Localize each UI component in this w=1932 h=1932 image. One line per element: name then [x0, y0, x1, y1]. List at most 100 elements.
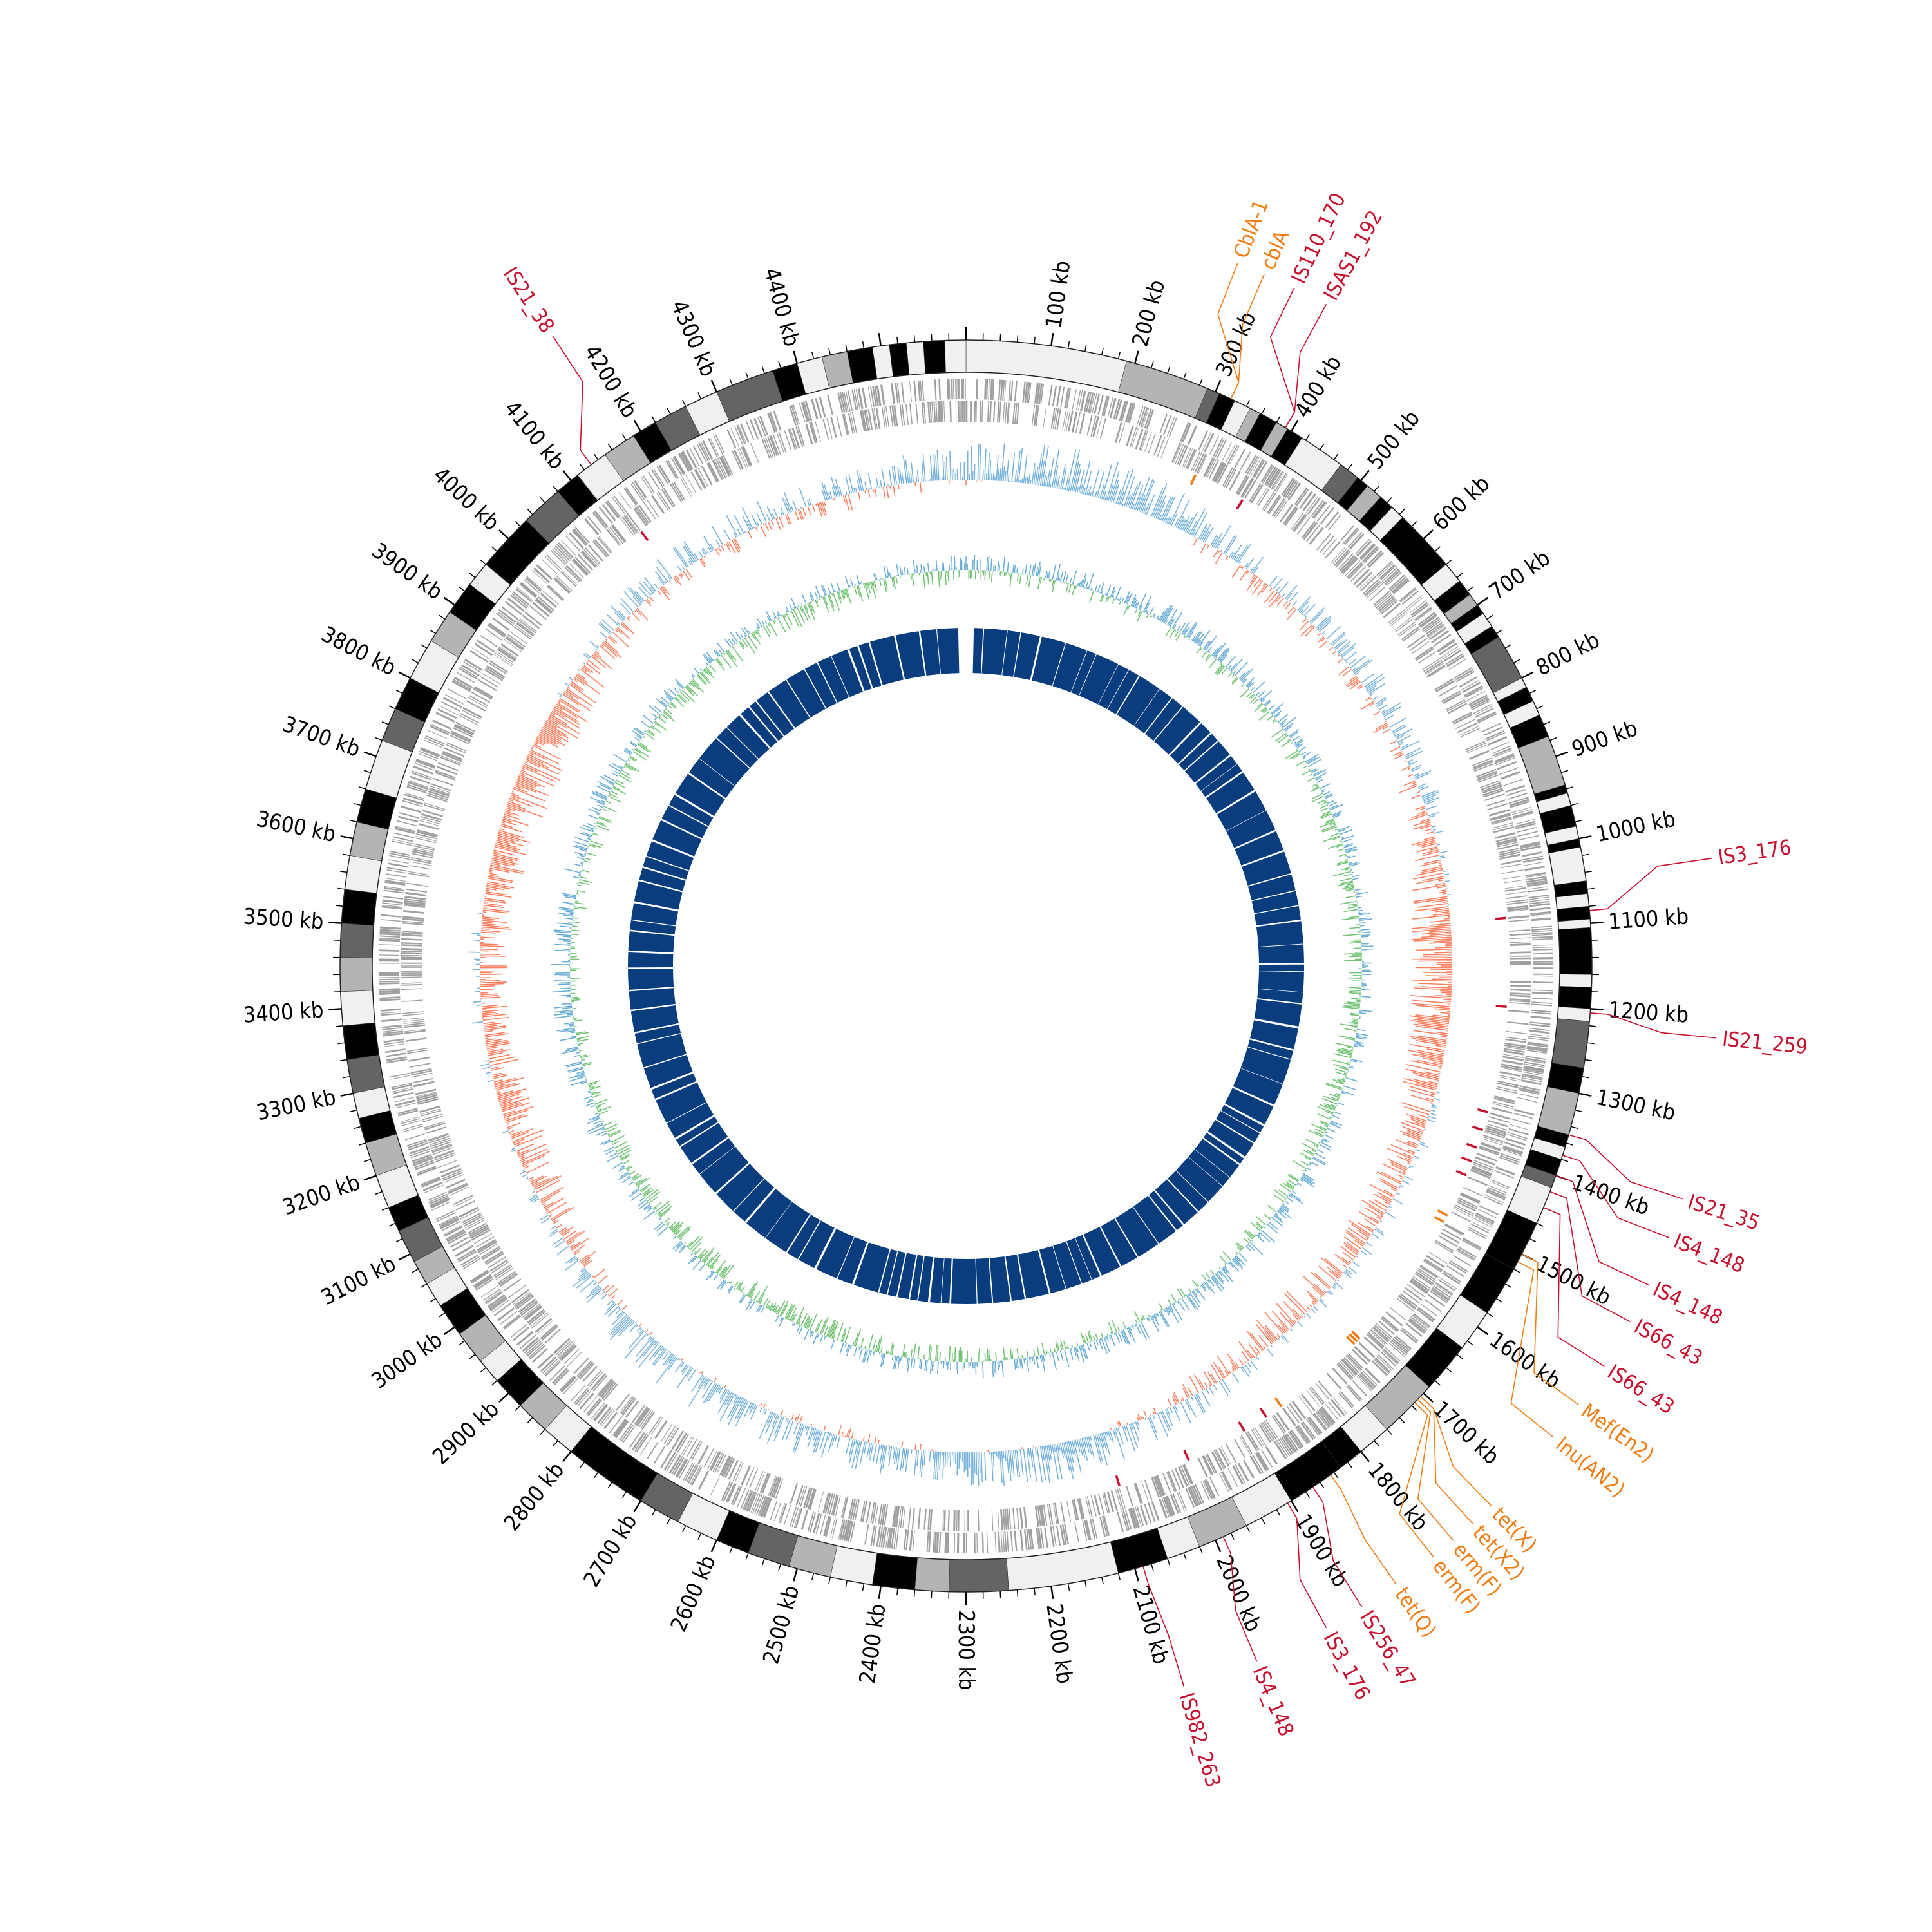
inner-ring-block: [628, 628, 1305, 1304]
tick-label: 2800 kb: [499, 1457, 570, 1536]
cds-forward-strand: [379, 379, 1553, 1553]
minor-tick: [1584, 871, 1593, 873]
minor-tick: [667, 408, 671, 415]
is-element-position-mark: [1461, 1156, 1473, 1163]
minor-tick: [1549, 737, 1557, 741]
minor-tick: [1034, 1588, 1036, 1596]
tick-label: 2700 kb: [579, 1510, 643, 1591]
resistance-gene-position-mark: [1434, 1215, 1445, 1224]
resistance-gene-leader-line: [1399, 1402, 1434, 1558]
minor-tick: [651, 416, 656, 423]
contig-segment: [1559, 974, 1593, 988]
is-element-leader-line: [1142, 1566, 1185, 1688]
major-tick: [878, 333, 882, 346]
minor-tick: [1529, 690, 1537, 694]
major-tick: [340, 835, 354, 840]
minor-tick: [999, 334, 1001, 341]
minor-tick: [697, 1533, 702, 1540]
minor-tick: [729, 1546, 733, 1554]
minor-tick: [593, 453, 599, 460]
major-tick: [1590, 922, 1604, 924]
minor-tick: [1374, 486, 1379, 492]
minor-tick: [1529, 1238, 1537, 1242]
tick-label: 3200 kb: [279, 1170, 364, 1220]
tick-label: 3800 kb: [317, 621, 400, 681]
is-element-label: IS3_176: [1716, 835, 1793, 869]
minor-tick: [1117, 352, 1121, 359]
minor-tick: [354, 803, 361, 806]
minor-tick: [1446, 1367, 1452, 1373]
minor-tick: [439, 614, 446, 620]
is-element-position-mark: [1259, 1407, 1268, 1418]
resistance-gene-leader-line: [1330, 1474, 1397, 1585]
gc-skew-positive-bars: [468, 443, 1452, 1486]
major-tick: [498, 529, 509, 540]
major-tick: [1477, 1326, 1489, 1336]
minor-tick: [540, 1428, 545, 1435]
minor-tick: [828, 1577, 831, 1584]
gc-content-high-bars: [551, 554, 1374, 1378]
minor-tick: [1589, 1025, 1596, 1027]
major-tick: [1134, 1568, 1139, 1582]
major-tick: [633, 419, 642, 432]
tick-label: 400 kb: [1289, 351, 1347, 422]
major-tick: [793, 350, 798, 364]
minor-tick: [828, 348, 831, 355]
minor-tick: [515, 521, 521, 527]
minor-tick: [540, 497, 545, 504]
minor-tick: [1571, 803, 1578, 806]
minor-tick: [1101, 348, 1104, 355]
minor-tick: [729, 378, 733, 386]
minor-tick: [1584, 1059, 1593, 1061]
tick-label: 1200 kb: [1607, 997, 1689, 1028]
contig-segment: [1537, 1086, 1580, 1135]
minor-tick: [1084, 1580, 1087, 1588]
minor-tick: [845, 1580, 848, 1588]
minor-tick: [862, 341, 865, 349]
is-element-position-mark: [1477, 1108, 1489, 1113]
minor-tick: [459, 1340, 465, 1346]
minor-tick: [580, 1462, 585, 1468]
minor-tick: [1566, 786, 1574, 790]
minor-tick: [931, 334, 933, 341]
minor-tick: [1575, 1109, 1582, 1112]
minor-tick: [429, 1298, 436, 1303]
major-tick: [1050, 1586, 1054, 1599]
contig-segment: [343, 1022, 379, 1060]
minor-tick: [1333, 453, 1339, 460]
minor-tick: [1582, 1075, 1589, 1079]
minor-tick: [337, 887, 345, 890]
major-tick: [340, 1092, 354, 1097]
resistance-gene-position-mark: [1274, 1397, 1283, 1408]
minor-tick: [1456, 573, 1463, 578]
feature-marks: [640, 474, 1507, 1487]
major-tick: [1477, 596, 1489, 606]
is-element-position-mark: [1238, 1421, 1246, 1432]
minor-tick: [1305, 1491, 1311, 1499]
resistance-gene-leader-line: [1510, 1261, 1555, 1438]
minor-tick: [381, 721, 389, 725]
is-element-label: IS66_43: [1604, 1359, 1679, 1419]
minor-tick: [862, 1583, 865, 1591]
minor-tick: [1504, 644, 1512, 649]
tick-label: 4000 kb: [428, 462, 504, 536]
major-tick: [633, 1500, 642, 1513]
minor-tick: [515, 1405, 521, 1411]
minor-tick: [1276, 1509, 1281, 1516]
minor-tick: [491, 546, 498, 552]
minor-tick: [1084, 344, 1087, 352]
is-element-label: IS4_148: [1671, 1229, 1748, 1278]
minor-tick: [1067, 1583, 1070, 1591]
minor-tick: [375, 1191, 383, 1195]
minor-tick: [381, 1207, 389, 1211]
major-tick: [562, 1451, 572, 1463]
contig-segment: [872, 1553, 918, 1591]
tick-label: 2400 kb: [855, 1602, 891, 1685]
minor-tick: [811, 352, 815, 359]
minor-tick: [667, 1517, 671, 1524]
is-element-leader-line: [1312, 1486, 1363, 1607]
resistance-gene-position-mark: [1348, 1333, 1358, 1343]
major-tick: [562, 469, 572, 481]
minor-tick: [896, 336, 898, 344]
tick-label: 3300 kb: [254, 1084, 338, 1126]
